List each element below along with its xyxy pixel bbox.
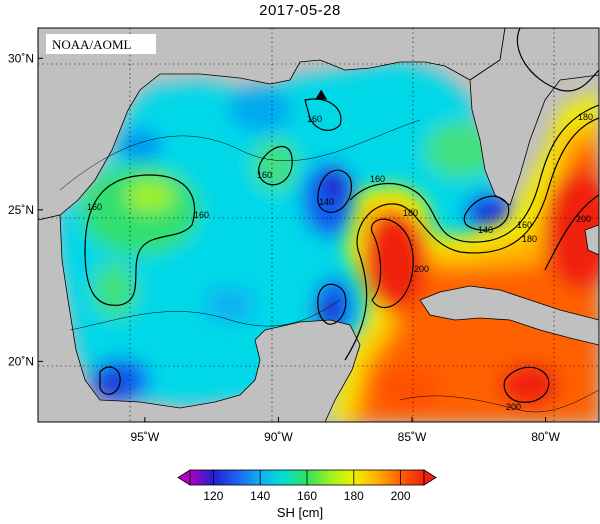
contour-140-center <box>317 169 352 213</box>
colorbar-tick-label: 180 <box>344 489 364 503</box>
contour-200-loop <box>371 218 414 309</box>
contour-label: 160 <box>370 174 385 184</box>
colorbar-tick-label: 140 <box>250 489 270 503</box>
contour-label: 160 <box>517 220 532 230</box>
lon-tick-label: 85˚W <box>398 430 427 444</box>
lat-tick-label: 30˚N <box>8 51 34 65</box>
contour-label: 180 <box>522 234 537 244</box>
longitude-axis: 95˚W 90˚W 85˚W 80˚W <box>131 417 561 444</box>
contour-160-loop <box>349 104 599 243</box>
lon-tick-label: 95˚W <box>131 430 160 444</box>
colorbar: 120 140 160 180 200 <box>177 469 437 503</box>
mexico-coast <box>38 214 361 422</box>
credit-text: NOAA/AOML <box>52 37 132 52</box>
contour-160-north <box>304 98 342 131</box>
colorbar-tick-label: 120 <box>203 489 223 503</box>
contour-label: 200 <box>414 264 429 274</box>
contour-thin-3 <box>399 389 599 413</box>
contour-180-loop <box>344 117 599 361</box>
colorbar-label: SH [cm] <box>276 505 324 520</box>
lon-tick-label: 90˚W <box>264 430 293 444</box>
colorbar-tick-label: 160 <box>297 489 317 503</box>
grid-lines <box>38 28 599 422</box>
contour-lines <box>59 28 599 413</box>
hispaniola-edge <box>584 224 599 256</box>
contour-label: 140 <box>319 197 334 207</box>
contour-140-east <box>463 195 510 231</box>
latitude-axis: 30˚N 25˚N 20˚N <box>8 51 43 368</box>
contour-label-group: 160 160 160 160 140 160 180 200 140 160 … <box>87 112 593 412</box>
contour-label: 180 <box>403 208 418 218</box>
contour-label: 200 <box>506 402 521 412</box>
colorbar-ticks: 120 140 160 180 200 <box>203 470 411 503</box>
colorbar-tick-label: 200 <box>391 489 411 503</box>
contour-label: 140 <box>478 225 493 235</box>
station-marker <box>315 89 328 100</box>
map-panel: 160 160 160 160 140 160 180 200 140 160 … <box>38 28 599 422</box>
contour-thin-1 <box>59 119 421 191</box>
contour-label: 160 <box>87 202 102 212</box>
contour-160-mid <box>258 146 293 186</box>
lon-tick-label: 80˚W <box>531 430 560 444</box>
contour-200-east <box>544 194 599 271</box>
contour-thin-2 <box>69 299 341 331</box>
contour-label: 160 <box>307 114 322 124</box>
credit-box: NOAA/AOML <box>46 34 156 54</box>
contour-140-south <box>317 283 347 325</box>
contour-140-sw <box>99 366 121 395</box>
map-title: 2017-05-28 <box>259 2 341 19</box>
lat-tick-label: 20˚N <box>8 354 34 368</box>
contour-label: 160 <box>194 210 209 220</box>
contour-label: 200 <box>576 214 591 224</box>
contour-160-west <box>84 174 196 306</box>
lat-tick-label: 25˚N <box>8 203 34 217</box>
map-frame <box>37 27 600 423</box>
contour-180-north <box>516 28 599 92</box>
florida-peninsula <box>469 28 599 206</box>
colorbar-high-arrow <box>423 469 437 486</box>
gulf-sea-height-field <box>58 62 512 405</box>
contour-200-caribbean <box>503 366 550 403</box>
us-gulf-coast <box>38 28 506 221</box>
contour-label: 180 <box>578 112 593 122</box>
colorbar-low-arrow <box>177 469 191 486</box>
contour-label: 160 <box>257 170 272 180</box>
